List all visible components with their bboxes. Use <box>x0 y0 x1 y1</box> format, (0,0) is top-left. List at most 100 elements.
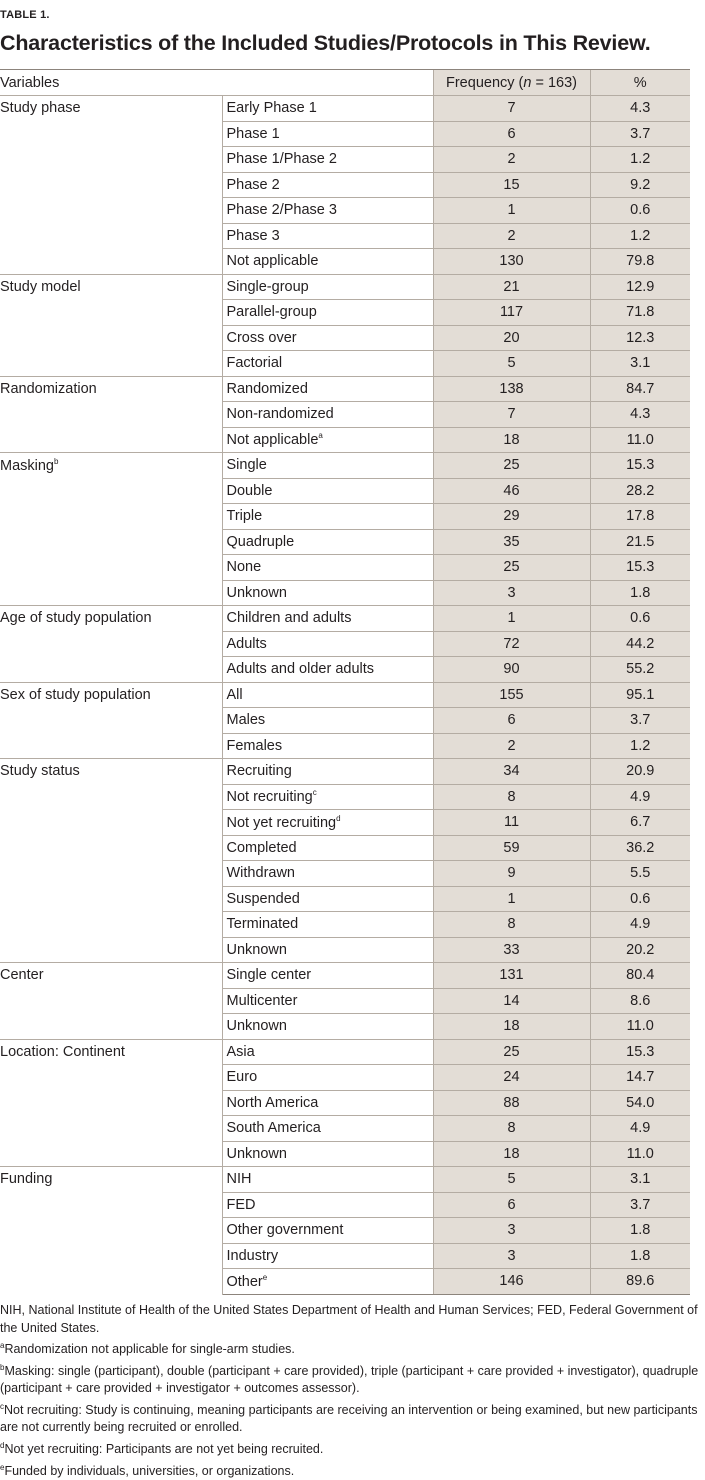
subcategory-cell: South America <box>221 1115 433 1141</box>
subcategory-label: Single center <box>226 967 312 984</box>
subcategory-cell: Phase 1/Phase 2 <box>221 146 433 172</box>
table-header-row: Variables Frequency (n = 163) % <box>0 69 690 96</box>
frequency-cell: 8 <box>432 911 590 937</box>
subcategory-cell: Adults <box>221 630 433 657</box>
footnote: eFunded by individuals, universities, or… <box>0 1459 700 1480</box>
table-row: Double 46 28.2 <box>0 477 690 504</box>
frequency-cell: 138 <box>432 375 590 402</box>
percent-cell: 4.3 <box>589 401 690 427</box>
category-label: Funding <box>0 1171 53 1187</box>
subcategory-cell: None <box>221 554 433 580</box>
subcategory-label: Unknown <box>226 1145 287 1162</box>
subcategory-label: Females <box>226 737 283 754</box>
frequency-cell: 25 <box>432 554 590 580</box>
table-row: Phase 1 6 3.7 <box>0 120 690 147</box>
subcategory-label: Double <box>226 482 273 499</box>
category-label: Study model <box>0 278 81 295</box>
table-row: Terminated 8 4.9 <box>0 911 690 937</box>
subcategory-label: Phase 1/Phase 2 <box>226 151 337 168</box>
subcategory-cell: Not yet recruitingd <box>221 809 433 835</box>
subcategory-cell: Not applicablea <box>221 426 433 453</box>
category-label: Study status <box>0 763 80 779</box>
subcategory-label: Adults <box>226 635 267 652</box>
percent-cell: 84.7 <box>589 375 690 402</box>
table-row: Not yet recruitingd 11 6.7 <box>0 809 690 835</box>
table-row: Study phase Early Phase 1 7 4.3 <box>0 95 690 274</box>
table-row: Industry 3 1.8 <box>0 1242 690 1269</box>
table-row: Not applicablea 18 11.0 <box>0 426 690 453</box>
subcategory-cell: Multicenter <box>221 987 433 1014</box>
frequency-cell: 90 <box>432 656 590 682</box>
table-row: Euro 24 14.7 <box>0 1064 690 1090</box>
footnote-text: Masking: single (participant), double (p… <box>0 1363 699 1396</box>
subcategory-cell: Cross over <box>221 324 433 351</box>
percent-cell: 1.2 <box>589 146 690 172</box>
frequency-cell: 11 <box>432 809 590 835</box>
percent-cell: 3.1 <box>589 1166 690 1192</box>
frequency-cell: 2 <box>432 146 590 172</box>
percent-cell: 14.7 <box>589 1064 690 1090</box>
subcategory-cell: Non-randomized <box>221 401 433 427</box>
subcategory-cell: Single center <box>221 962 433 988</box>
subcategory-cell: Unknown <box>221 1013 433 1039</box>
subcategory-label: Euro <box>226 1069 258 1086</box>
subcategory-cell: Suspended <box>221 885 433 912</box>
table-row: Females 2 1.2 <box>0 732 690 759</box>
subcategory-cell: NIH <box>221 1166 433 1192</box>
frequency-cell: 2 <box>432 222 590 249</box>
subcategory-label: Children and adults <box>226 610 352 627</box>
frequency-cell: 6 <box>432 1191 590 1218</box>
frequency-cell: 6 <box>432 707 590 733</box>
footnote-mark: d <box>336 813 341 823</box>
percent-cell: 0.6 <box>589 197 690 223</box>
subcategory-label: Single <box>226 457 267 474</box>
percent-cell: 80.4 <box>589 962 690 988</box>
percent-cell: 1.8 <box>589 1242 690 1269</box>
subcategory-cell: All <box>221 681 433 708</box>
subcategory-cell: Withdrawn <box>221 860 433 886</box>
subcategory-label: Completed <box>226 839 297 856</box>
table-row: Maskingb Single 25 15.3 <box>0 452 690 606</box>
table-row: Location: Continent Asia 25 15.3 <box>0 1038 690 1167</box>
table-row: South America 8 4.9 <box>0 1115 690 1141</box>
subcategory-cell: Completed <box>221 834 433 861</box>
header-percent: % <box>589 69 690 96</box>
frequency-cell: 8 <box>432 1115 590 1141</box>
category-cell: Location: Continent <box>0 1038 223 1167</box>
table-row: Sex of study population All 155 95.1 <box>0 681 690 759</box>
subcategory-label: Phase 2/Phase 3 <box>226 202 337 219</box>
footnote: aRandomization not applicable for single… <box>0 1337 700 1359</box>
frequency-cell: 29 <box>432 503 590 529</box>
percent-cell: 3.1 <box>589 350 690 376</box>
subcategory-cell: Othere <box>221 1268 433 1295</box>
category-cell: Center <box>0 962 223 1039</box>
category-cell: Study status <box>0 758 223 963</box>
footnote-mark: b <box>54 457 59 466</box>
subcategory-label: Terminated <box>226 916 299 933</box>
footnote-text: Randomization not applicable for single-… <box>4 1342 295 1357</box>
footnote-text: Funded by individuals, universities, or … <box>4 1463 295 1478</box>
table-row: North America 88 54.0 <box>0 1089 690 1116</box>
percent-cell: 9.2 <box>589 171 690 198</box>
frequency-cell: 59 <box>432 834 590 861</box>
frequency-cell: 88 <box>432 1089 590 1116</box>
abbreviations-note: NIH, National Institute of Health of the… <box>0 1303 698 1335</box>
subcategory-label: Phase 3 <box>226 227 280 244</box>
footnote-mark: d <box>0 1440 5 1450</box>
percent-cell: 95.1 <box>589 681 690 708</box>
percent-cell: 89.6 <box>589 1268 690 1295</box>
frequency-cell: 117 <box>432 299 590 325</box>
frequency-cell: 14 <box>432 987 590 1014</box>
subcategory-label: Unknown <box>226 584 287 601</box>
table-body: Study phase Early Phase 1 7 4.3 Phase 1 6 3.7 P… <box>0 95 690 1295</box>
frequency-cell: 46 <box>432 477 590 504</box>
table-row: Phase 3 2 1.2 <box>0 222 690 249</box>
subcategory-cell: Males <box>221 707 433 733</box>
table-row: Suspended 1 0.6 <box>0 885 690 912</box>
percent-cell: 8.6 <box>589 987 690 1014</box>
subcategory-label: Triple <box>226 508 263 525</box>
frequency-cell: 18 <box>432 1013 590 1039</box>
percent-cell: 21.5 <box>589 528 690 555</box>
table-row: Cross over 20 12.3 <box>0 324 690 351</box>
